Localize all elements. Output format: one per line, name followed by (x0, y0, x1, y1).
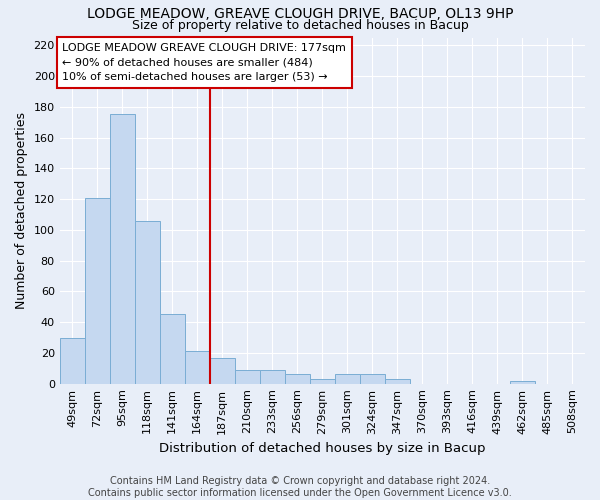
Text: LODGE MEADOW GREAVE CLOUGH DRIVE: 177sqm
← 90% of detached houses are smaller (4: LODGE MEADOW GREAVE CLOUGH DRIVE: 177sqm… (62, 42, 346, 82)
Bar (260, 370, 285, 384)
Bar (385, 379, 410, 384)
Bar (85, 198, 110, 384)
Bar (285, 374, 310, 384)
Text: Size of property relative to detached houses in Bacup: Size of property relative to detached ho… (131, 19, 469, 32)
Text: LODGE MEADOW, GREAVE CLOUGH DRIVE, BACUP, OL13 9HP: LODGE MEADOW, GREAVE CLOUGH DRIVE, BACUP… (87, 8, 513, 22)
Bar (335, 374, 360, 384)
Bar (235, 370, 260, 384)
Bar (210, 358, 235, 384)
Bar (310, 379, 335, 384)
Bar (185, 352, 210, 384)
Bar (135, 220, 160, 384)
Bar (510, 380, 535, 384)
Bar (160, 314, 185, 384)
Y-axis label: Number of detached properties: Number of detached properties (15, 112, 28, 309)
Text: Contains HM Land Registry data © Crown copyright and database right 2024.
Contai: Contains HM Land Registry data © Crown c… (88, 476, 512, 498)
Bar (110, 114, 135, 384)
X-axis label: Distribution of detached houses by size in Bacup: Distribution of detached houses by size … (159, 442, 485, 455)
Bar (59, 338, 85, 384)
Bar (360, 374, 385, 384)
